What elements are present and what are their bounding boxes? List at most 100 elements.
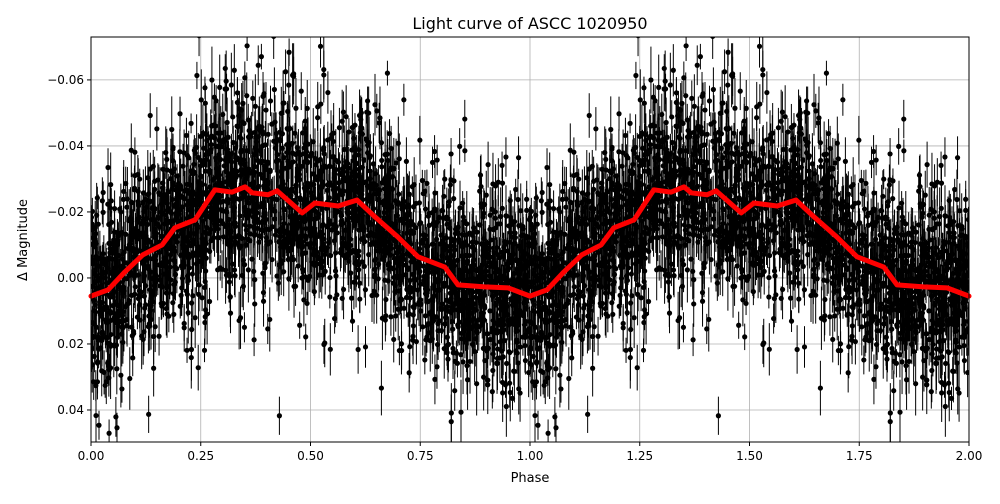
data-point xyxy=(628,300,633,305)
data-point xyxy=(194,73,199,78)
data-point xyxy=(760,67,765,72)
data-point xyxy=(942,154,947,159)
data-point xyxy=(340,119,345,124)
data-point xyxy=(938,163,943,168)
data-point xyxy=(816,115,821,120)
data-point xyxy=(196,33,201,38)
data-point xyxy=(96,423,101,428)
data-point xyxy=(638,97,643,102)
data-point xyxy=(247,128,252,133)
data-point xyxy=(457,144,462,149)
data-point xyxy=(736,323,741,328)
data-point xyxy=(887,151,892,156)
data-point xyxy=(452,388,457,393)
data-point xyxy=(656,85,661,90)
data-point xyxy=(241,284,246,289)
data-point xyxy=(760,145,765,150)
data-point xyxy=(669,472,674,477)
data-point xyxy=(776,125,781,130)
data-point xyxy=(207,299,212,304)
data-point xyxy=(592,324,597,329)
data-point xyxy=(671,68,676,73)
data-point xyxy=(891,388,896,393)
data-point xyxy=(621,325,626,330)
data-point xyxy=(114,366,119,371)
data-point xyxy=(595,334,600,339)
data-point xyxy=(230,472,235,477)
data-point xyxy=(209,77,214,82)
data-point xyxy=(127,376,132,381)
data-point xyxy=(401,97,406,102)
data-point xyxy=(929,389,934,394)
data-point xyxy=(182,325,187,330)
data-point xyxy=(105,165,110,170)
data-point xyxy=(503,154,508,159)
data-point xyxy=(407,370,412,375)
data-point xyxy=(572,284,577,289)
data-point xyxy=(223,66,228,71)
data-point xyxy=(917,172,922,177)
data-point xyxy=(544,165,549,170)
data-point xyxy=(189,300,194,305)
data-point xyxy=(223,86,228,91)
data-point xyxy=(328,253,333,258)
data-point xyxy=(593,126,598,131)
data-point xyxy=(303,334,308,339)
data-point xyxy=(951,369,956,374)
data-point xyxy=(896,144,901,149)
data-point xyxy=(859,178,864,183)
data-point xyxy=(720,269,725,274)
data-point xyxy=(738,89,743,94)
data-point xyxy=(462,116,467,121)
data-point xyxy=(377,115,382,120)
data-point xyxy=(189,355,194,360)
data-point xyxy=(478,172,483,177)
data-point xyxy=(920,375,925,380)
data-point xyxy=(662,66,667,71)
data-point xyxy=(423,206,428,211)
data-point xyxy=(271,34,276,39)
data-point xyxy=(356,347,361,352)
data-point xyxy=(156,334,161,339)
data-point xyxy=(186,310,191,315)
data-point xyxy=(337,125,342,130)
data-point xyxy=(679,273,684,278)
data-point xyxy=(695,63,700,68)
data-point xyxy=(602,150,607,155)
data-point xyxy=(840,97,845,102)
data-point xyxy=(420,324,425,329)
data-point xyxy=(686,128,691,133)
data-point xyxy=(448,151,453,156)
data-point xyxy=(490,389,495,394)
data-point xyxy=(566,376,571,381)
data-point xyxy=(281,100,286,105)
data-point xyxy=(668,82,673,87)
data-point xyxy=(710,34,715,39)
data-point xyxy=(240,273,245,278)
data-point xyxy=(325,90,330,95)
data-point xyxy=(299,89,304,94)
data-point xyxy=(171,312,176,317)
data-point xyxy=(742,334,747,339)
data-point xyxy=(184,133,189,138)
data-point xyxy=(124,205,129,210)
data-point xyxy=(148,113,153,118)
data-point xyxy=(563,205,568,210)
data-point xyxy=(133,284,138,289)
data-point xyxy=(327,294,332,299)
data-point xyxy=(680,284,685,289)
data-point xyxy=(795,347,800,352)
data-point xyxy=(363,287,368,292)
data-point xyxy=(513,187,518,192)
data-point xyxy=(512,369,517,374)
data-point xyxy=(843,159,848,164)
data-point xyxy=(859,324,864,329)
data-point xyxy=(263,107,268,112)
data-point xyxy=(154,126,159,131)
data-point xyxy=(417,138,422,143)
data-point xyxy=(232,68,237,73)
data-point xyxy=(648,77,653,82)
data-point xyxy=(901,116,906,121)
chart-title: Light curve of ASCC 1020950 xyxy=(412,14,647,33)
data-point xyxy=(623,133,628,138)
